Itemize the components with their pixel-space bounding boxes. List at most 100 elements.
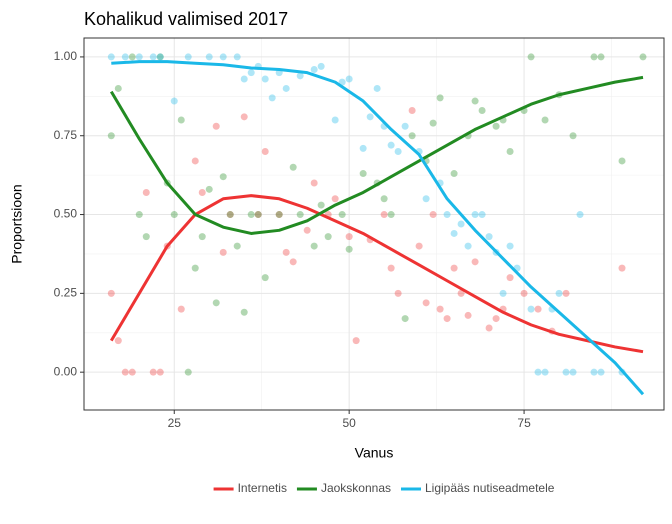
point <box>275 211 283 219</box>
point <box>576 211 584 219</box>
point <box>590 368 598 376</box>
point <box>107 53 115 61</box>
point <box>450 229 458 237</box>
point <box>121 53 129 61</box>
point <box>247 69 255 77</box>
point <box>107 289 115 297</box>
point <box>142 188 150 196</box>
point <box>275 211 283 219</box>
point <box>198 233 206 241</box>
point <box>492 315 500 323</box>
point <box>471 258 479 266</box>
point <box>597 53 605 61</box>
point <box>422 195 430 203</box>
point <box>380 195 388 203</box>
point <box>261 274 269 282</box>
point <box>240 113 248 121</box>
point <box>261 147 269 155</box>
point <box>534 305 542 313</box>
point <box>555 289 563 297</box>
point <box>562 289 570 297</box>
point <box>387 141 395 149</box>
point <box>478 211 486 219</box>
point <box>261 75 269 83</box>
point <box>191 157 199 165</box>
point <box>562 368 570 376</box>
point <box>338 211 346 219</box>
point <box>520 289 528 297</box>
point <box>324 233 332 241</box>
point <box>450 264 458 272</box>
point <box>506 242 514 250</box>
point <box>296 72 304 80</box>
point <box>345 233 353 241</box>
point <box>569 368 577 376</box>
point <box>303 226 311 234</box>
point <box>415 242 423 250</box>
point <box>219 173 227 181</box>
point <box>282 248 290 256</box>
point <box>149 368 157 376</box>
point <box>191 264 199 272</box>
point <box>114 84 122 92</box>
point <box>443 315 451 323</box>
point <box>485 233 493 241</box>
point <box>121 368 129 376</box>
point <box>471 97 479 105</box>
point <box>184 368 192 376</box>
point <box>345 75 353 83</box>
point <box>401 315 409 323</box>
point <box>618 264 626 272</box>
point <box>184 53 192 61</box>
point <box>408 132 416 140</box>
point <box>296 211 304 219</box>
point <box>401 122 409 130</box>
point <box>128 368 136 376</box>
point <box>618 157 626 165</box>
point <box>177 116 185 124</box>
point <box>289 163 297 171</box>
point <box>240 308 248 316</box>
y-tick-label: 0.75 <box>54 128 78 142</box>
point <box>590 53 598 61</box>
point <box>422 299 430 307</box>
point <box>198 188 206 196</box>
point <box>639 53 647 61</box>
y-tick-label: 1.00 <box>54 49 78 63</box>
point <box>464 311 472 319</box>
y-tick-label: 0.50 <box>54 207 78 221</box>
point <box>219 53 227 61</box>
point <box>366 113 374 121</box>
point <box>268 94 276 102</box>
point <box>429 211 437 219</box>
point <box>331 116 339 124</box>
point <box>527 53 535 61</box>
point <box>359 170 367 178</box>
legend-label: Ligipääs nutiseadmetele <box>425 481 555 495</box>
point <box>471 211 479 219</box>
point <box>107 132 115 140</box>
legend: Internetis Jaokskonnas Ligipääs nutiseadme… <box>213 481 555 495</box>
plot-border <box>83 37 665 411</box>
point <box>359 144 367 152</box>
point <box>156 53 164 61</box>
point <box>541 368 549 376</box>
point <box>317 201 325 209</box>
point <box>457 220 465 228</box>
point <box>527 305 535 313</box>
point <box>282 84 290 92</box>
legend-label: Jaokskonnas <box>321 481 391 495</box>
point <box>429 119 437 127</box>
y-axis-label: Proportsioon <box>9 184 25 263</box>
point <box>464 242 472 250</box>
point <box>387 264 395 272</box>
point <box>345 245 353 253</box>
point <box>352 337 360 345</box>
point <box>254 211 262 219</box>
point <box>541 116 549 124</box>
point <box>149 53 157 61</box>
point <box>597 368 605 376</box>
point <box>534 368 542 376</box>
point <box>170 211 178 219</box>
point <box>478 107 486 115</box>
